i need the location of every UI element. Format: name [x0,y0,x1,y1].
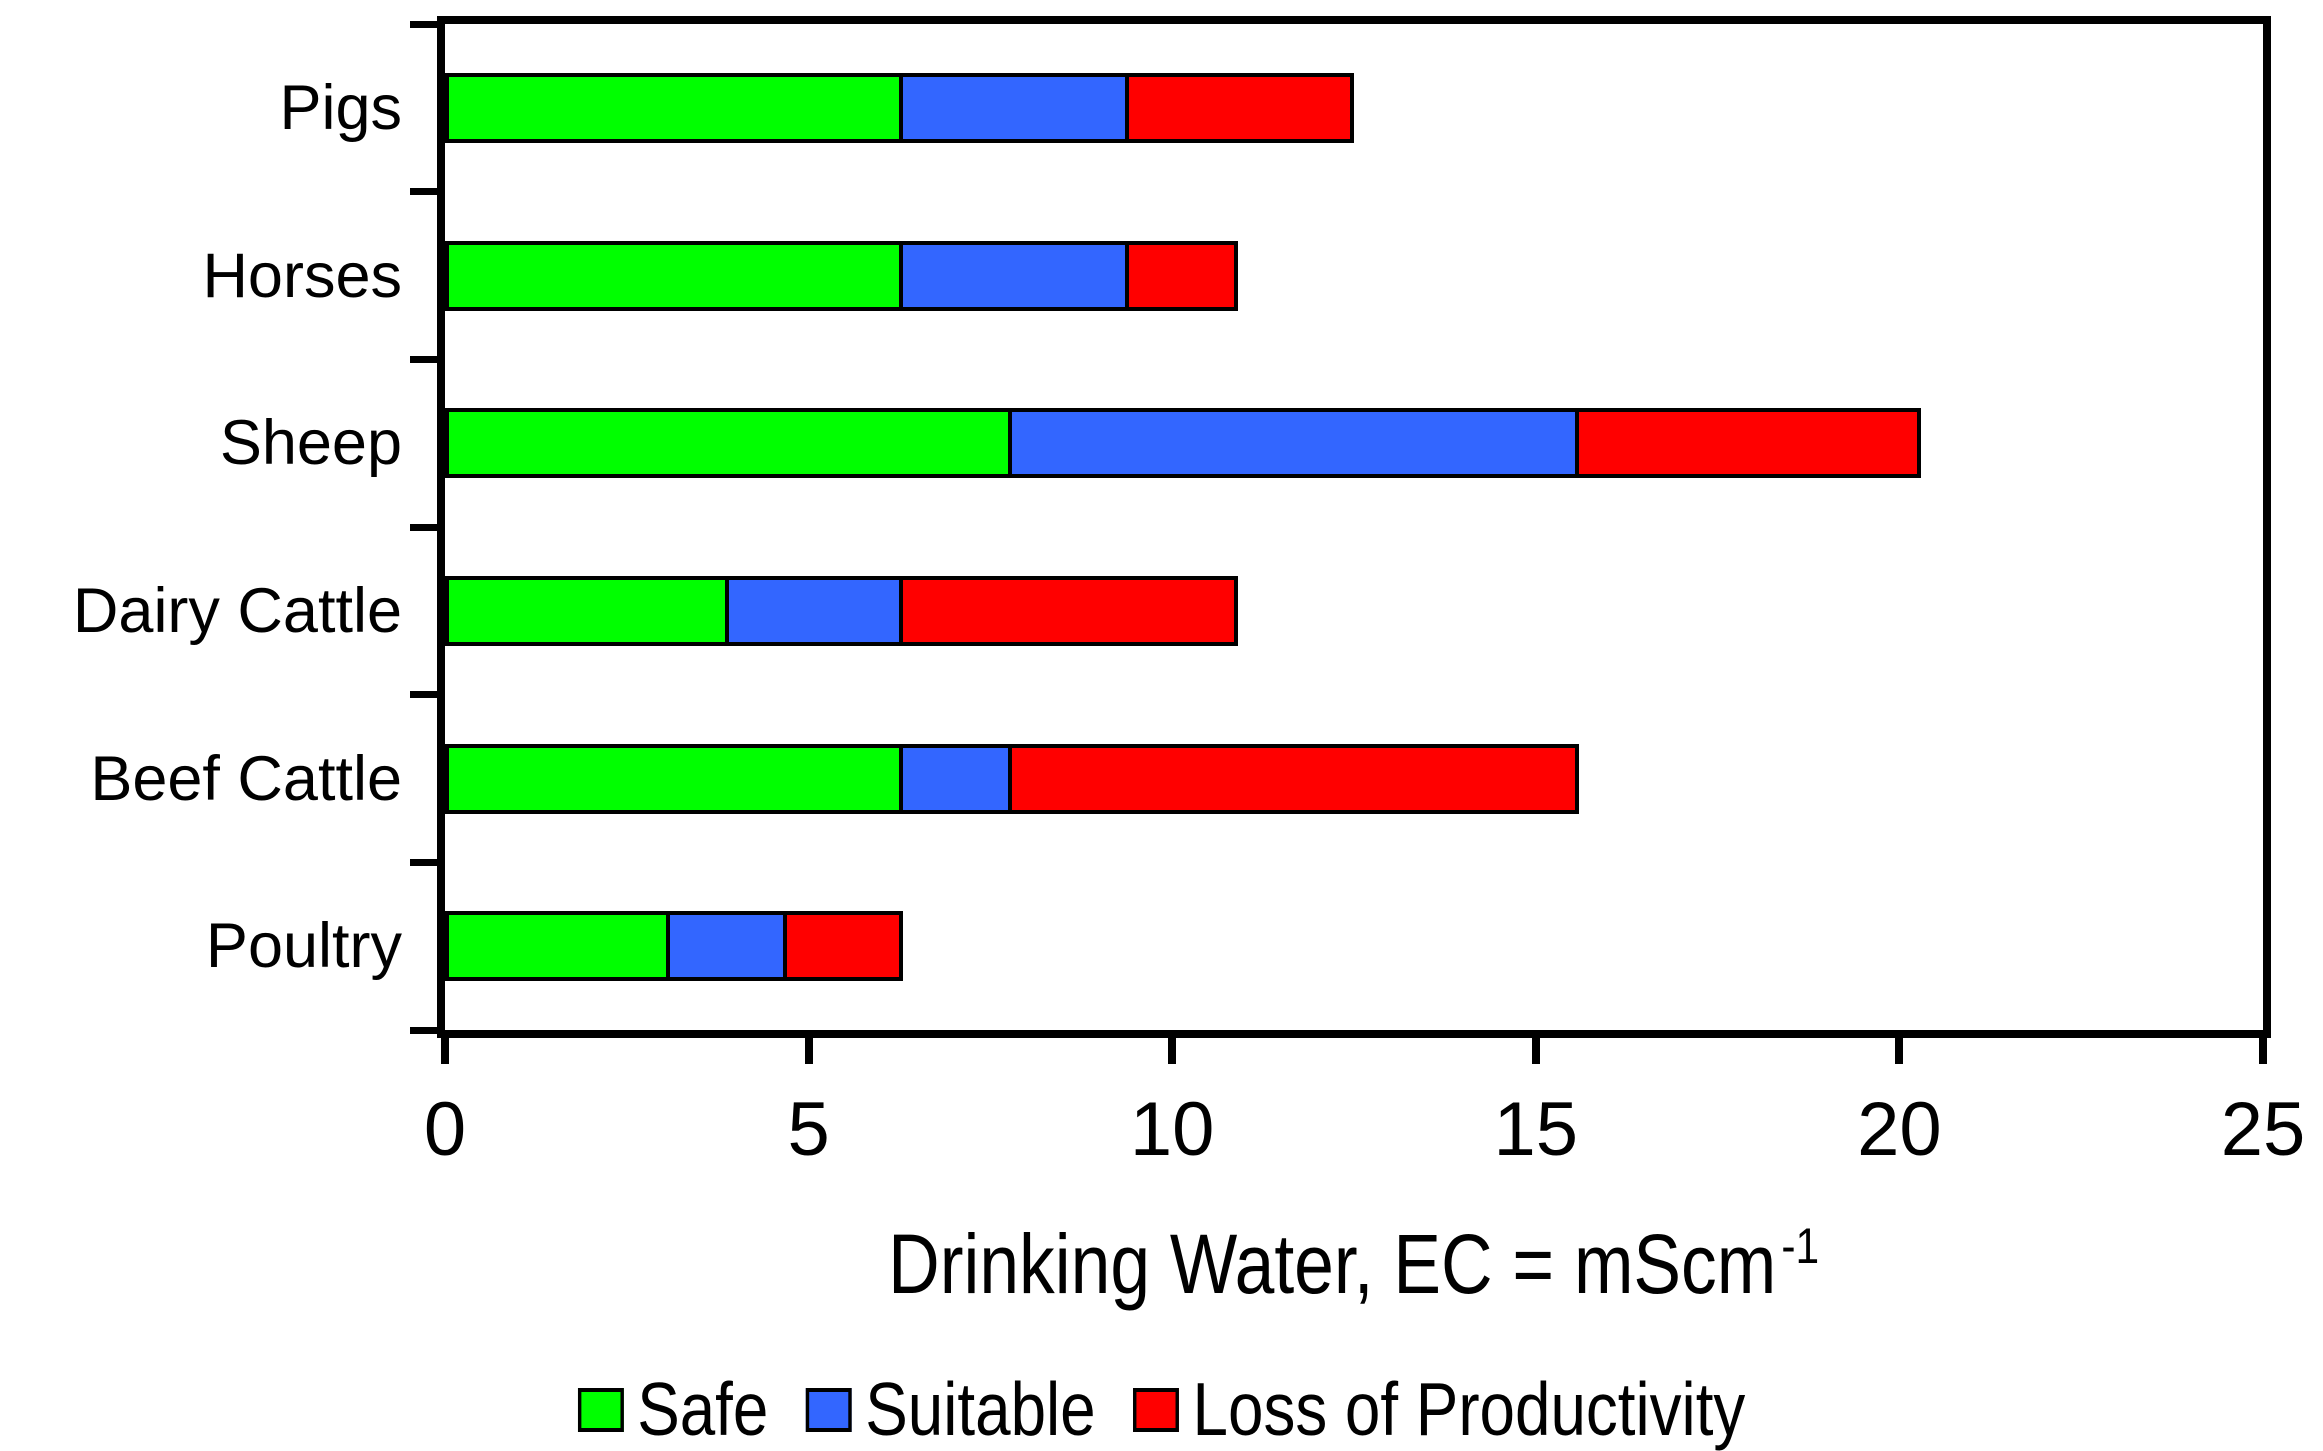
bar-segment-loss-of-productivity-pigs [1124,72,1354,143]
bar-segment-safe-horses [445,240,904,311]
bar-segment-loss-of-productivity-sheep [1575,408,1922,479]
bar-row-dairy-cattle [445,575,2263,646]
legend-swatch-safe [577,1387,624,1432]
y-tick [410,355,437,363]
x-axis-title-main: Drinking Water, EC = mScm [888,1217,1777,1311]
bar-segment-safe-sheep [445,408,1013,479]
x-tick-15 [1531,1038,1540,1064]
bar-segment-loss-of-productivity-beef-cattle [1008,743,1580,814]
x-axis-title-superscript: -1 [1781,1218,1820,1274]
legend: Safe Suitable Loss of Productivity [174,1372,2149,1447]
legend-item-safe: Safe [577,1367,769,1451]
x-axis-title: Drinking Water, EC = mScm -1 [437,1221,2271,1306]
x-tick-label-0: 0 [423,1087,467,1172]
category-label-poultry: Poultry [205,911,402,982]
x-tick-label-15: 15 [1493,1087,1579,1172]
bar-segment-suitable-pigs [899,72,1129,143]
bar-row-beef-cattle [445,743,2263,814]
category-label-beef-cattle: Beef Cattle [90,743,402,814]
legend-label-loss-of-productivity: Loss of Productivity [1192,1367,1746,1451]
legend-item-loss-of-productivity: Loss of Productivity [1133,1372,1745,1447]
bar-row-poultry [445,911,2263,982]
x-tick-label-10: 10 [1129,1087,1215,1172]
bar-segment-suitable-beef-cattle [899,743,1013,814]
bar-segment-safe-poultry [445,911,671,982]
bar-row-pigs [445,72,2263,143]
legend-item-suitable: Suitable [805,1367,1096,1451]
x-tick-5 [804,1038,813,1064]
y-tick [410,188,437,196]
legend-swatch-suitable [805,1387,852,1432]
bar-segment-loss-of-productivity-dairy-cattle [899,575,1238,646]
category-label-dairy-cattle: Dairy Cattle [72,575,402,646]
bar-segment-safe-dairy-cattle [445,575,729,646]
y-tick [410,858,437,866]
x-tick-25 [2259,1038,2267,1064]
x-tick-10 [1168,1038,1177,1064]
legend-label-safe: Safe [637,1367,769,1451]
y-tick [410,523,437,531]
category-label-pigs: Pigs [279,72,402,143]
bar-segment-loss-of-productivity-horses [1124,240,1238,311]
x-tick-label-20: 20 [1857,1087,1942,1172]
bar-segment-suitable-horses [899,240,1129,311]
legend-label-suitable: Suitable [865,1367,1096,1451]
bar-segment-loss-of-productivity-poultry [782,911,904,982]
bar-segment-suitable-poultry [666,911,787,982]
y-tick [410,691,437,699]
y-tick [410,20,437,28]
x-tick-label-5: 5 [787,1087,830,1172]
x-tick-20 [1895,1038,1904,1064]
legend-swatch-loss-of-productivity [1133,1387,1179,1432]
x-tick-0 [441,1038,449,1064]
bar-segment-suitable-dairy-cattle [724,575,904,646]
bar-segment-safe-beef-cattle [445,743,904,814]
bar-segment-safe-pigs [445,72,904,143]
category-label-sheep: Sheep [219,408,402,479]
category-label-horses: Horses [202,240,402,311]
x-axis-title-text: Drinking Water, EC = mScm -1 [889,1221,1820,1306]
y-tick [410,1026,437,1034]
plot-area [437,16,2271,1038]
bar-row-sheep [445,408,2263,479]
bar-row-horses [445,240,2263,311]
x-tick-label-25: 25 [2220,1087,2306,1172]
bar-segment-suitable-sheep [1008,408,1580,479]
